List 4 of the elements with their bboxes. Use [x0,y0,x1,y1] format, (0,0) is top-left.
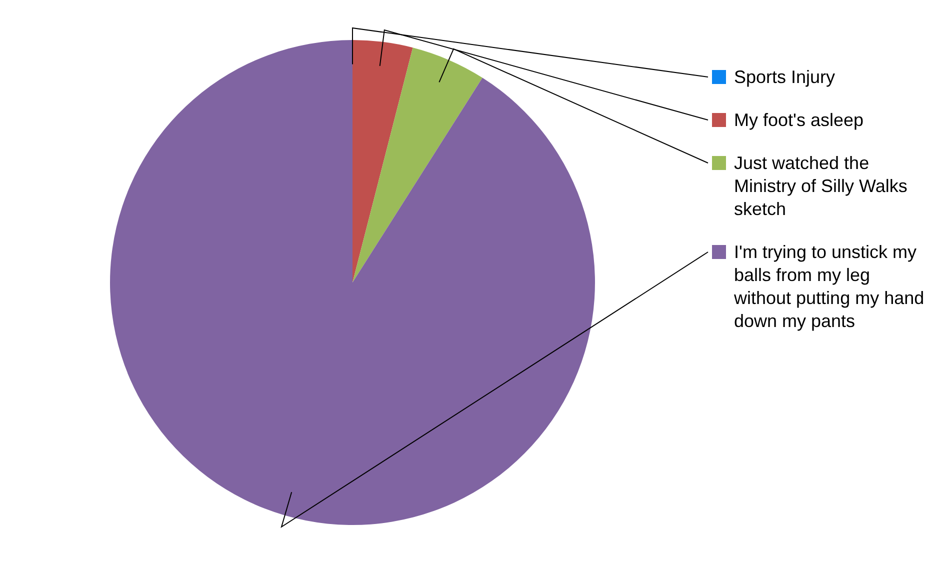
legend-label: Just watched the Ministry of Silly Walks sketch [734,152,908,221]
legend-label: I'm trying to unstick my balls from my leg without putting my hand down my pants [734,241,926,333]
legend-label: My foot's asleep [734,109,864,132]
legend-label: Sports Injury [734,66,836,89]
